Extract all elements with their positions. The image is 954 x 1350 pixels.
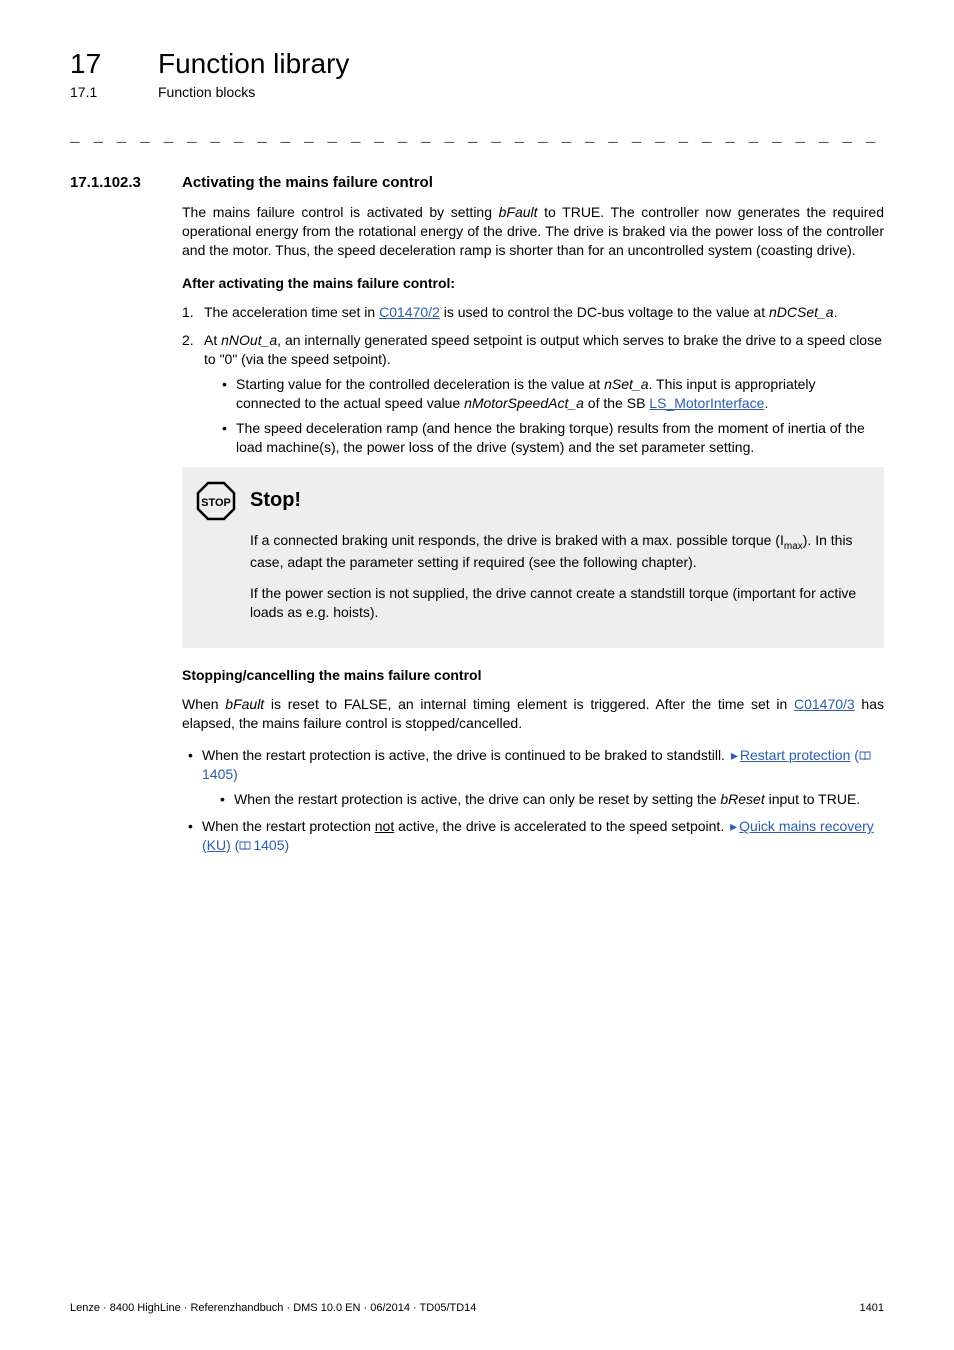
after-heading: After activating the mains failure contr… <box>182 274 884 293</box>
separator-rule: _ _ _ _ _ _ _ _ _ _ _ _ _ _ _ _ _ _ _ _ … <box>70 128 884 146</box>
text: , an internally generated speed setpoint… <box>204 332 882 367</box>
book-icon <box>859 751 871 761</box>
text: When the restart protection is active, t… <box>202 747 729 763</box>
text: At <box>204 332 221 348</box>
term-ndcset: nDCSet_a <box>769 304 834 320</box>
text: The mains failure control is activated b… <box>182 204 499 220</box>
term-nset: nSet_a <box>604 376 648 392</box>
text: . <box>764 395 768 411</box>
section-number: 17.1 <box>70 84 158 100</box>
step-2-sublist: Starting value for the controlled decele… <box>222 375 884 457</box>
link-c01470-3[interactable]: C01470/3 <box>794 696 855 712</box>
page-number: 1405 <box>202 766 233 782</box>
term-bfault: bFault <box>225 696 264 712</box>
stop-paragraph-1: If a connected braking unit responds, th… <box>250 531 866 572</box>
link-ls-motorinterface[interactable]: LS_MotorInterface <box>649 395 764 411</box>
chapter-header: 17 Function library <box>70 48 884 80</box>
text: When <box>182 696 225 712</box>
subscript-max: max <box>784 541 803 552</box>
steps-list: The acceleration time set in C01470/2 is… <box>182 303 884 457</box>
cancel-bullet-1: When the restart protection is active, t… <box>188 746 884 809</box>
term-nmotor: nMotorSpeedAct_a <box>464 395 584 411</box>
cancel-bullet-1-sublist: When the restart protection is active, t… <box>220 790 884 809</box>
stop-icon: STOP <box>196 481 236 521</box>
chapter-title: Function library <box>158 48 349 80</box>
text: Starting value for the controlled decele… <box>236 376 604 392</box>
step-2-bullet-2: The speed deceleration ramp (and hence t… <box>222 419 884 457</box>
arrow-icon: ▸ <box>731 747 738 763</box>
text: active, the drive is accelerated to the … <box>394 818 728 834</box>
cancel-intro-paragraph: When bFault is reset to FALSE, an intern… <box>182 695 884 733</box>
page-footer: Lenze · 8400 HighLine · Referenzhandbuch… <box>70 1302 884 1314</box>
term-bfault: bFault <box>499 204 538 220</box>
text: If a connected braking unit responds, th… <box>250 532 784 548</box>
step-2-bullet-1: Starting value for the controlled decele… <box>222 375 884 413</box>
stop-header: STOP Stop! <box>196 481 866 521</box>
book-icon <box>239 841 251 851</box>
text: . <box>834 304 838 320</box>
chapter-number: 17 <box>70 48 158 80</box>
text: of the SB <box>584 395 649 411</box>
subsection-number: 17.1.102.3 <box>70 174 182 191</box>
link-restart-protection[interactable]: Restart protection <box>740 747 851 763</box>
text: input to TRUE. <box>765 791 860 807</box>
text: The acceleration time set in <box>204 304 379 320</box>
link-c01470-2[interactable]: C01470/2 <box>379 304 440 320</box>
page-number: 1405 <box>253 837 284 853</box>
section-title: Function blocks <box>158 84 255 100</box>
step-2: At nNOut_a, an internally generated spee… <box>182 331 884 456</box>
subsection-title: Activating the mains failure control <box>182 174 433 191</box>
footer-left: Lenze · 8400 HighLine · Referenzhandbuch… <box>70 1302 476 1314</box>
text: When the restart protection is active, t… <box>234 791 720 807</box>
arrow-icon: ▸ <box>730 818 737 834</box>
text: is reset to FALSE, an internal timing el… <box>264 696 794 712</box>
footer-page-number: 1401 <box>860 1302 884 1314</box>
cancel-bullet-1-sub: When the restart protection is active, t… <box>220 790 884 809</box>
stop-paragraph-2: If the power section is not supplied, th… <box>250 584 866 622</box>
cancel-heading: Stopping/cancelling the mains failure co… <box>182 666 884 685</box>
cancel-bullet-2: When the restart protection not active, … <box>188 817 884 855</box>
stop-callout: STOP Stop! If a connected braking unit r… <box>182 467 884 648</box>
intro-paragraph: The mains failure control is activated b… <box>182 203 884 260</box>
term-breset: bReset <box>720 791 764 807</box>
cancel-list: When the restart protection is active, t… <box>188 746 884 854</box>
section-header: 17.1 Function blocks <box>70 84 884 100</box>
text: When the restart protection <box>202 818 375 834</box>
step-1: The acceleration time set in C01470/2 is… <box>182 303 884 322</box>
stop-body: If a connected braking unit responds, th… <box>250 531 866 622</box>
text: is used to control the DC-bus voltage to… <box>440 304 769 320</box>
term-nnout: nNOut_a <box>221 332 277 348</box>
body-content: The mains failure control is activated b… <box>182 203 884 855</box>
underline-not: not <box>375 818 394 834</box>
page-ref[interactable]: (1405) <box>235 837 290 853</box>
svg-text:STOP: STOP <box>201 497 231 509</box>
stop-title: Stop! <box>250 487 301 514</box>
subsection-header: 17.1.102.3 Activating the mains failure … <box>70 174 884 191</box>
